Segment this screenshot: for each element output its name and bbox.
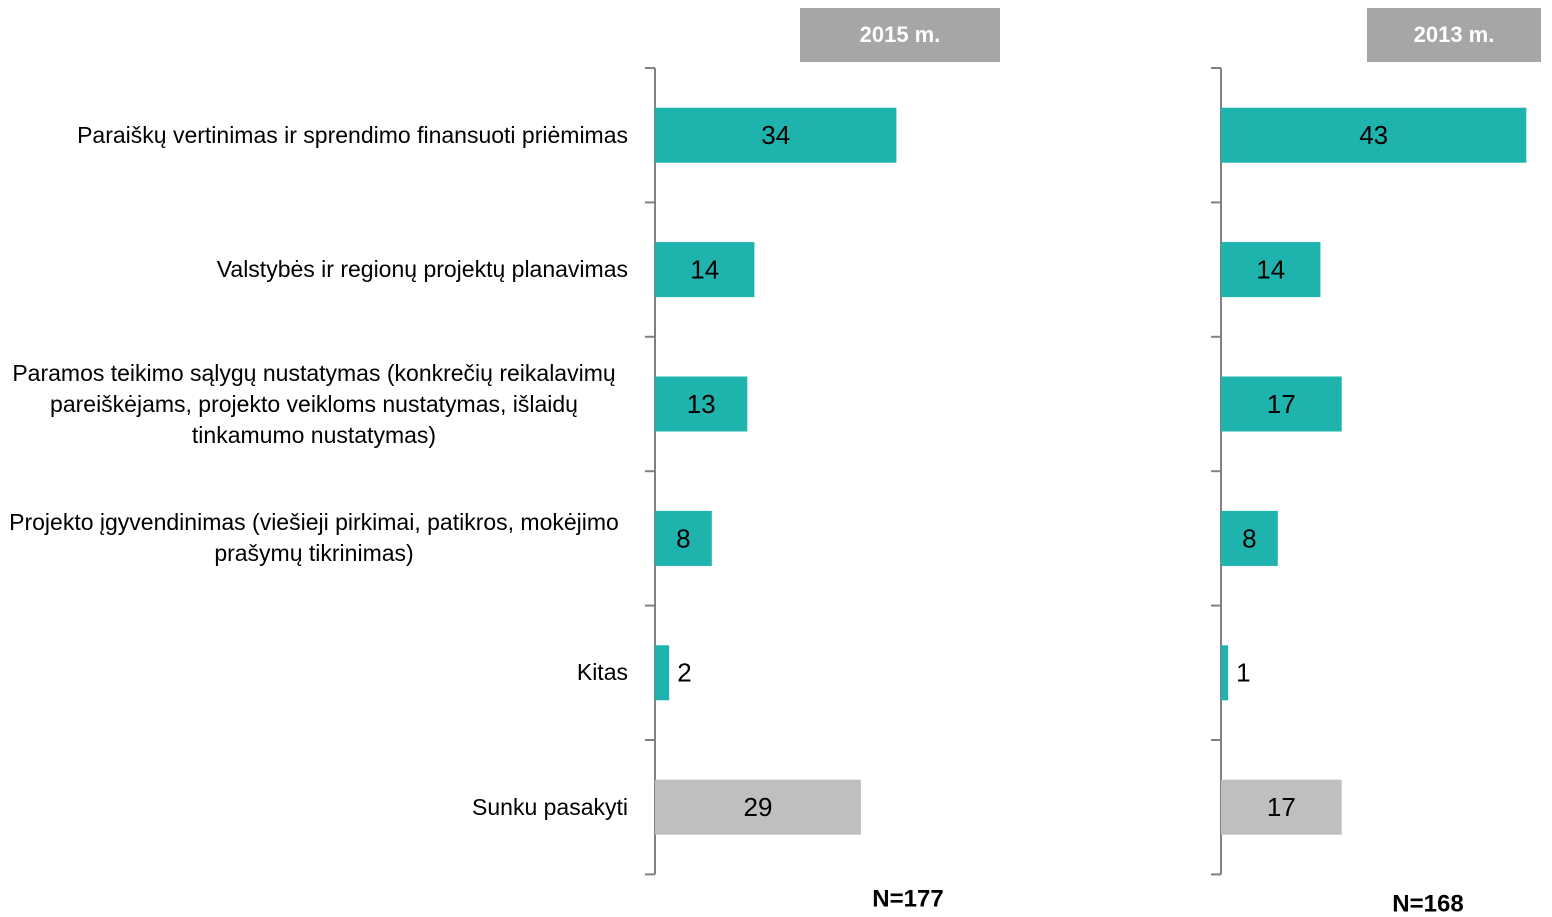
bar	[655, 107, 897, 163]
value-label: 14	[1256, 254, 1285, 284]
panel-header-box	[1367, 8, 1541, 62]
category-label: Kitas	[576, 659, 628, 686]
bar	[1221, 376, 1342, 432]
category-label-box: Paraiškų vertinimas ir sprendimo finansu…	[0, 75, 628, 195]
value-label: 17	[1267, 389, 1296, 419]
value-label: 43	[1359, 120, 1388, 150]
bar	[655, 376, 748, 432]
category-label: Projekto įgyvendinimas (viešieji pirkima…	[9, 509, 619, 567]
value-label: 17	[1267, 792, 1296, 822]
bar	[1221, 107, 1527, 163]
value-label: 2	[677, 658, 691, 688]
bar	[655, 510, 712, 566]
bar	[655, 242, 755, 298]
value-label: 34	[761, 120, 790, 150]
value-label: 8	[1242, 523, 1256, 553]
category-label-box: Sunku pasakyti	[0, 747, 628, 867]
sample-size: N=168	[1392, 890, 1463, 917]
bar	[655, 645, 670, 701]
category-label: Paramos teikimo sąlygų nustatymas (konkr…	[12, 359, 616, 448]
category-label: Sunku pasakyti	[472, 793, 628, 820]
value-label: 14	[690, 254, 719, 284]
category-label: Paraiškų vertinimas ir sprendimo finansu…	[77, 121, 628, 148]
category-label-box: Paramos teikimo sąlygų nustatymas (konkr…	[0, 344, 628, 464]
bar	[1221, 510, 1278, 566]
value-label: 1	[1236, 658, 1250, 688]
bar	[1221, 242, 1321, 298]
bar	[1221, 779, 1342, 835]
category-label: Valstybės ir regionų projektų planavimas	[216, 256, 628, 283]
panel-header-box	[800, 8, 1000, 62]
sample-size: N=177	[872, 885, 943, 912]
panel-header: 2013 m.	[1414, 22, 1495, 47]
value-label: 29	[743, 792, 772, 822]
category-label-box: Kitas	[0, 613, 628, 733]
value-label: 8	[676, 523, 690, 553]
bar	[1221, 645, 1229, 701]
bar	[655, 779, 861, 835]
category-label-box: Projekto įgyvendinimas (viešieji pirkima…	[0, 478, 628, 598]
category-label-box: Valstybės ir regionų projektų planavimas	[0, 210, 628, 330]
panel-header: 2015 m.	[860, 22, 941, 47]
value-label: 13	[687, 389, 716, 419]
